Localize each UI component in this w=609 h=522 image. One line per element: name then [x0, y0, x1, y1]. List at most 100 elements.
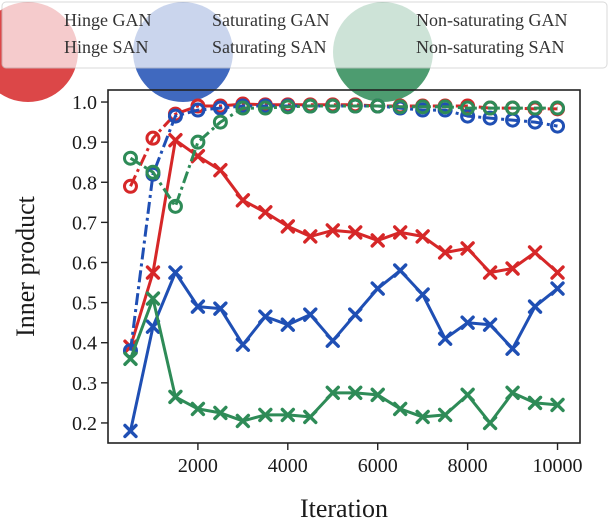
data-point — [258, 309, 273, 324]
y-tick-label: 1.0 — [72, 92, 97, 114]
data-point — [325, 98, 341, 114]
data-point — [370, 233, 385, 248]
data-point — [303, 409, 318, 425]
data-point — [370, 281, 385, 296]
plot-border — [107, 89, 581, 444]
data-point — [550, 397, 565, 413]
series-non-saturating-gan — [122, 98, 566, 214]
data-point — [437, 407, 453, 423]
data-point — [235, 337, 251, 352]
plot-frame — [107, 89, 581, 444]
data-point — [348, 385, 363, 401]
x-tick-label: 4000 — [268, 455, 308, 477]
data-point — [482, 265, 498, 280]
data-point — [415, 229, 430, 244]
data-point — [505, 100, 521, 116]
legend-entry-saturating-gan: Saturating GAN — [212, 10, 329, 30]
data-point — [505, 341, 520, 356]
data-point — [145, 164, 161, 180]
data-point — [370, 387, 385, 403]
data-point — [347, 98, 363, 114]
y-tick-label: 0.8 — [72, 172, 97, 194]
data-point — [145, 319, 161, 334]
series-layer — [122, 96, 566, 439]
data-point — [392, 99, 408, 115]
data-point — [460, 108, 476, 124]
data-point — [437, 331, 453, 346]
data-point — [302, 98, 318, 114]
data-point — [482, 317, 498, 332]
legend-entry-saturating-san: Saturating SAN — [212, 37, 327, 57]
data-point — [122, 178, 138, 194]
data-point — [280, 317, 296, 332]
data-point — [235, 100, 251, 116]
data-point — [122, 150, 138, 166]
x-axis-label: Iteration — [300, 494, 388, 522]
data-point — [482, 415, 498, 431]
data-point — [370, 98, 386, 114]
data-point — [190, 134, 206, 150]
y-tick-label: 0.9 — [72, 132, 97, 154]
data-point — [280, 99, 296, 115]
data-point — [145, 265, 161, 280]
data-point — [303, 307, 318, 322]
data-point — [123, 351, 138, 366]
data-point — [482, 110, 498, 126]
legend-entry-hinge-gan: Hinge GAN — [64, 10, 152, 30]
data-point — [258, 407, 273, 423]
y-tick-label: 0.2 — [72, 413, 97, 435]
series-line-saturating-san — [129, 269, 559, 432]
data-point — [348, 307, 363, 322]
data-point — [505, 261, 520, 276]
data-point — [213, 405, 228, 421]
data-point — [258, 205, 273, 220]
y-tick-label: 0.3 — [72, 373, 97, 395]
legend-frame — [1, 1, 608, 69]
data-point — [437, 99, 453, 115]
legend-entry-hinge-san: Hinge SAN — [64, 37, 149, 57]
data-point — [280, 219, 296, 234]
data-point — [325, 333, 340, 348]
data-point — [212, 100, 228, 116]
series-line-saturating-gan — [129, 104, 558, 351]
data-point — [415, 409, 430, 425]
x-tick-label: 6000 — [358, 455, 398, 477]
data-point — [348, 225, 363, 240]
data-point — [527, 245, 543, 260]
data-point — [190, 401, 206, 417]
data-point — [460, 387, 475, 403]
data-point — [190, 299, 206, 314]
data-point — [527, 395, 543, 411]
y-tick-label: 0.4 — [72, 333, 97, 355]
data-point — [325, 223, 340, 238]
data-point — [392, 225, 408, 240]
series-non-saturating-san — [123, 291, 565, 431]
data-point — [527, 100, 543, 116]
data-point — [460, 241, 475, 256]
data-point — [167, 108, 183, 124]
data-point — [168, 389, 183, 405]
data-point — [460, 100, 476, 116]
legend: Hinge GAN Hinge SAN Saturating GAN Saturati… — [1, 1, 608, 69]
data-point — [415, 287, 430, 302]
data-point — [482, 100, 498, 116]
x-tick-label: 8000 — [448, 455, 488, 477]
data-point — [392, 263, 408, 278]
x-tick-label: 10000 — [533, 455, 583, 477]
y-axis-label: Inner product — [11, 195, 40, 337]
legend-entry-non-saturating-san: Non-saturating SAN — [416, 37, 564, 57]
data-point — [123, 423, 138, 439]
data-point — [212, 114, 228, 130]
axes-layer: 2000 4000 6000 8000 10000 0.2 0.3 0.4 0.5 0.6 0.7 0… — [72, 92, 583, 477]
series-line-hinge-san — [129, 138, 559, 348]
data-point — [167, 198, 183, 214]
data-point — [280, 407, 296, 423]
series-hinge-san — [123, 132, 565, 354]
data-point — [213, 301, 228, 316]
data-point — [213, 163, 228, 178]
data-point — [415, 99, 431, 115]
data-point — [168, 265, 183, 280]
y-tick-label: 0.7 — [72, 212, 97, 234]
data-point — [550, 100, 566, 116]
